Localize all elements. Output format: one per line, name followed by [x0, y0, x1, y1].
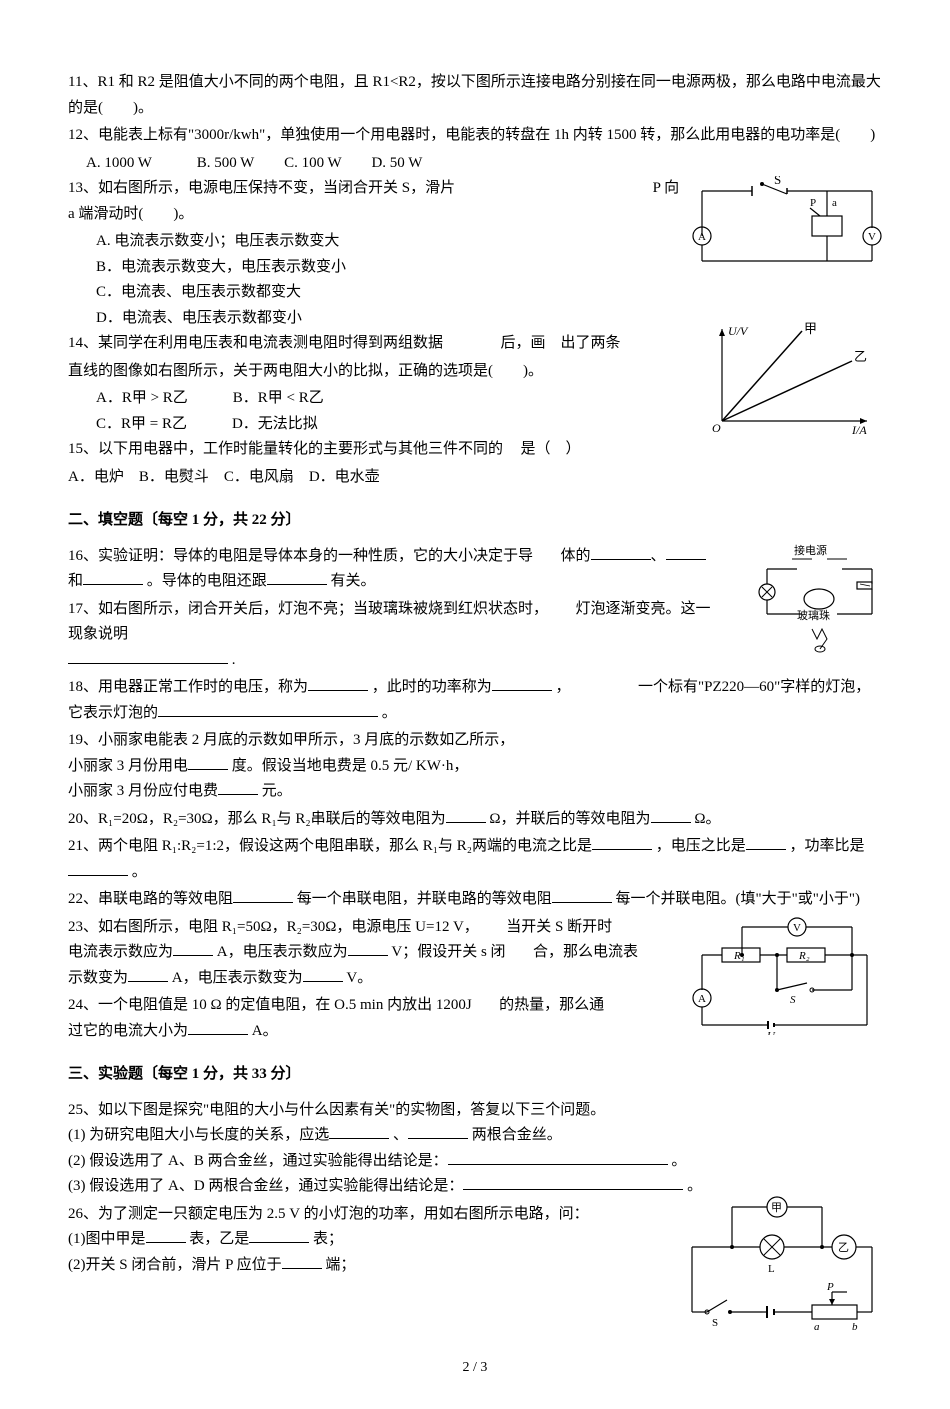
svg-text:P: P: [810, 197, 816, 209]
svg-text:甲: 甲: [771, 1202, 782, 1214]
figure-q14: U/V I/A O 甲 乙: [702, 321, 882, 436]
q12-options: A. 1000 W B. 500 W C. 100 W D. 50 W: [68, 151, 882, 177]
question-19: 19、小丽家电能表 2 月底的示数如甲所示，3 月底的示数如乙所示， 小丽家 3…: [68, 728, 882, 805]
q14-line1-suffix: 后，画 出了两条: [501, 335, 621, 351]
svg-text:U/V: U/V: [728, 324, 749, 338]
blank: [233, 888, 293, 903]
svg-text:V: V: [868, 231, 876, 243]
q15-line1: 15、以下用电器中，工作时能量转化的主要形式与其他三件不同的: [68, 441, 503, 457]
blank: [308, 676, 368, 691]
blank: [68, 861, 128, 876]
svg-text:O: O: [712, 421, 721, 435]
svg-text:甲: 甲: [804, 321, 817, 336]
svg-text:a: a: [814, 1321, 820, 1332]
question-12: 12、电能表上标有"3000r/kwh"，单独使用一个用电器时，电能表的转盘在 …: [68, 123, 882, 149]
blank: [463, 1175, 683, 1190]
blank: [448, 1150, 668, 1165]
question-21: 21、两个电阻 R₁:R₂=1:2，假设这两个电阻串联，那么 R₁与 R₂两端的…: [68, 834, 882, 885]
svg-text:A: A: [698, 993, 706, 1005]
blank: [83, 570, 143, 585]
blank: [68, 649, 228, 664]
figure-q13: S A P a V: [692, 176, 882, 271]
svg-text:乙: 乙: [854, 349, 867, 364]
blank: [128, 967, 168, 982]
blank: [173, 941, 213, 956]
blank: [249, 1228, 309, 1243]
svg-text:A: A: [698, 231, 706, 243]
blank: [552, 888, 612, 903]
svg-text:接电源: 接电源: [794, 544, 827, 557]
q12-text: 12、电能表上标有"3000r/kwh"，单独使用一个用电器时，电能表的转盘在 …: [68, 127, 875, 143]
blank: [348, 941, 388, 956]
blank: [592, 835, 652, 850]
svg-text:a: a: [832, 197, 837, 209]
page-number: 2 / 3: [68, 1356, 882, 1380]
svg-text:乙: 乙: [838, 1241, 849, 1254]
q14-line1: 14、某同学在利用电压表和电流表测电阻时得到两组数据: [68, 335, 443, 351]
figure-q17: 接电源 玻璃珠: [732, 544, 882, 654]
blank: [591, 545, 651, 560]
question-15: 15、以下用电器中，工作时能量转化的主要形式与其他三件不同的 是（ ）: [68, 437, 882, 463]
blank: [492, 676, 552, 691]
blank: [408, 1124, 468, 1139]
blank: [746, 835, 786, 850]
figure-q23: V R₁ R₂ A U S: [682, 915, 882, 1035]
svg-text:S: S: [774, 176, 781, 187]
svg-text:b: b: [852, 1321, 858, 1332]
svg-text:L: L: [768, 1263, 775, 1275]
q13-optC: C．电流表、电压表示数都变大: [68, 280, 882, 306]
svg-text:U: U: [767, 1030, 776, 1035]
question-20: 20、R₁=20Ω，R₂=30Ω，那么 R₁与 R₂串联后的等效电阻为 Ω，并联…: [68, 807, 882, 833]
svg-text:I/A: I/A: [851, 423, 867, 436]
question-18: 18、用电器正常工作时的电压，称为 ，此时的功率称为 ， 一个标有"PZ220—…: [68, 675, 882, 726]
question-11: 11、R1 和 R2 是阻值大小不同的两个电阻，且 R1<R2，按以下图所示连接…: [68, 70, 882, 121]
svg-text:玻璃珠: 玻璃珠: [797, 608, 830, 622]
svg-text:S: S: [712, 1317, 718, 1329]
svg-text:R₂: R₂: [798, 950, 810, 962]
figure-q26: 甲 L 乙 S P a b: [672, 1192, 882, 1332]
blank: [146, 1228, 186, 1243]
blank: [158, 702, 378, 717]
q13-prefix: 13、如右图所示，电源电压保持不变，当闭合开关 S，滑片: [68, 180, 455, 196]
blank: [282, 1254, 322, 1269]
blank: [267, 570, 327, 585]
section-2-title: 二、填空题〔每空 1 分，共 22 分〕: [68, 508, 882, 534]
section-3-title: 三、实验题〔每空 1 分，共 33 分〕: [68, 1062, 882, 1088]
svg-text:V: V: [793, 922, 801, 934]
question-25: 25、如以下图是探究"电阻的大小与什么因素有关"的实物图，答复以下三个问题。 (…: [68, 1098, 882, 1200]
q15-options: A．电炉 B．电熨斗 C．电风扇 D．电水壶: [68, 465, 882, 491]
svg-text:P: P: [826, 1281, 834, 1293]
blank: [651, 808, 691, 823]
q15-line1-suffix: 是（ ）: [521, 441, 581, 457]
blank: [329, 1124, 389, 1139]
q11-text: 11、R1 和 R2 是阻值大小不同的两个电阻，且 R1<R2，按以下图所示连接…: [68, 74, 881, 116]
blank: [666, 545, 706, 560]
svg-text:S: S: [790, 994, 796, 1006]
question-22: 22、串联电路的等效电阻 每一个串联电阻，并联电路的等效电阻 每一个并联电阻。(…: [68, 887, 882, 913]
blank: [218, 780, 258, 795]
blank: [188, 755, 228, 770]
blank: [303, 967, 343, 982]
blank: [188, 1020, 248, 1035]
blank: [446, 808, 486, 823]
